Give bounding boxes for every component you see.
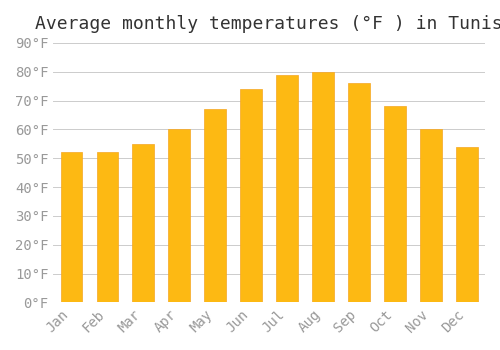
- Bar: [384, 106, 406, 302]
- Bar: [456, 147, 478, 302]
- Bar: [312, 72, 334, 302]
- Bar: [96, 153, 118, 302]
- Bar: [348, 83, 370, 302]
- Bar: [276, 75, 298, 302]
- Bar: [240, 89, 262, 302]
- Bar: [204, 109, 226, 302]
- Bar: [168, 130, 190, 302]
- Bar: [60, 153, 82, 302]
- Bar: [132, 144, 154, 302]
- Title: Average monthly temperatures (°F ) in Tunis: Average monthly temperatures (°F ) in Tu…: [36, 15, 500, 33]
- Bar: [420, 130, 442, 302]
